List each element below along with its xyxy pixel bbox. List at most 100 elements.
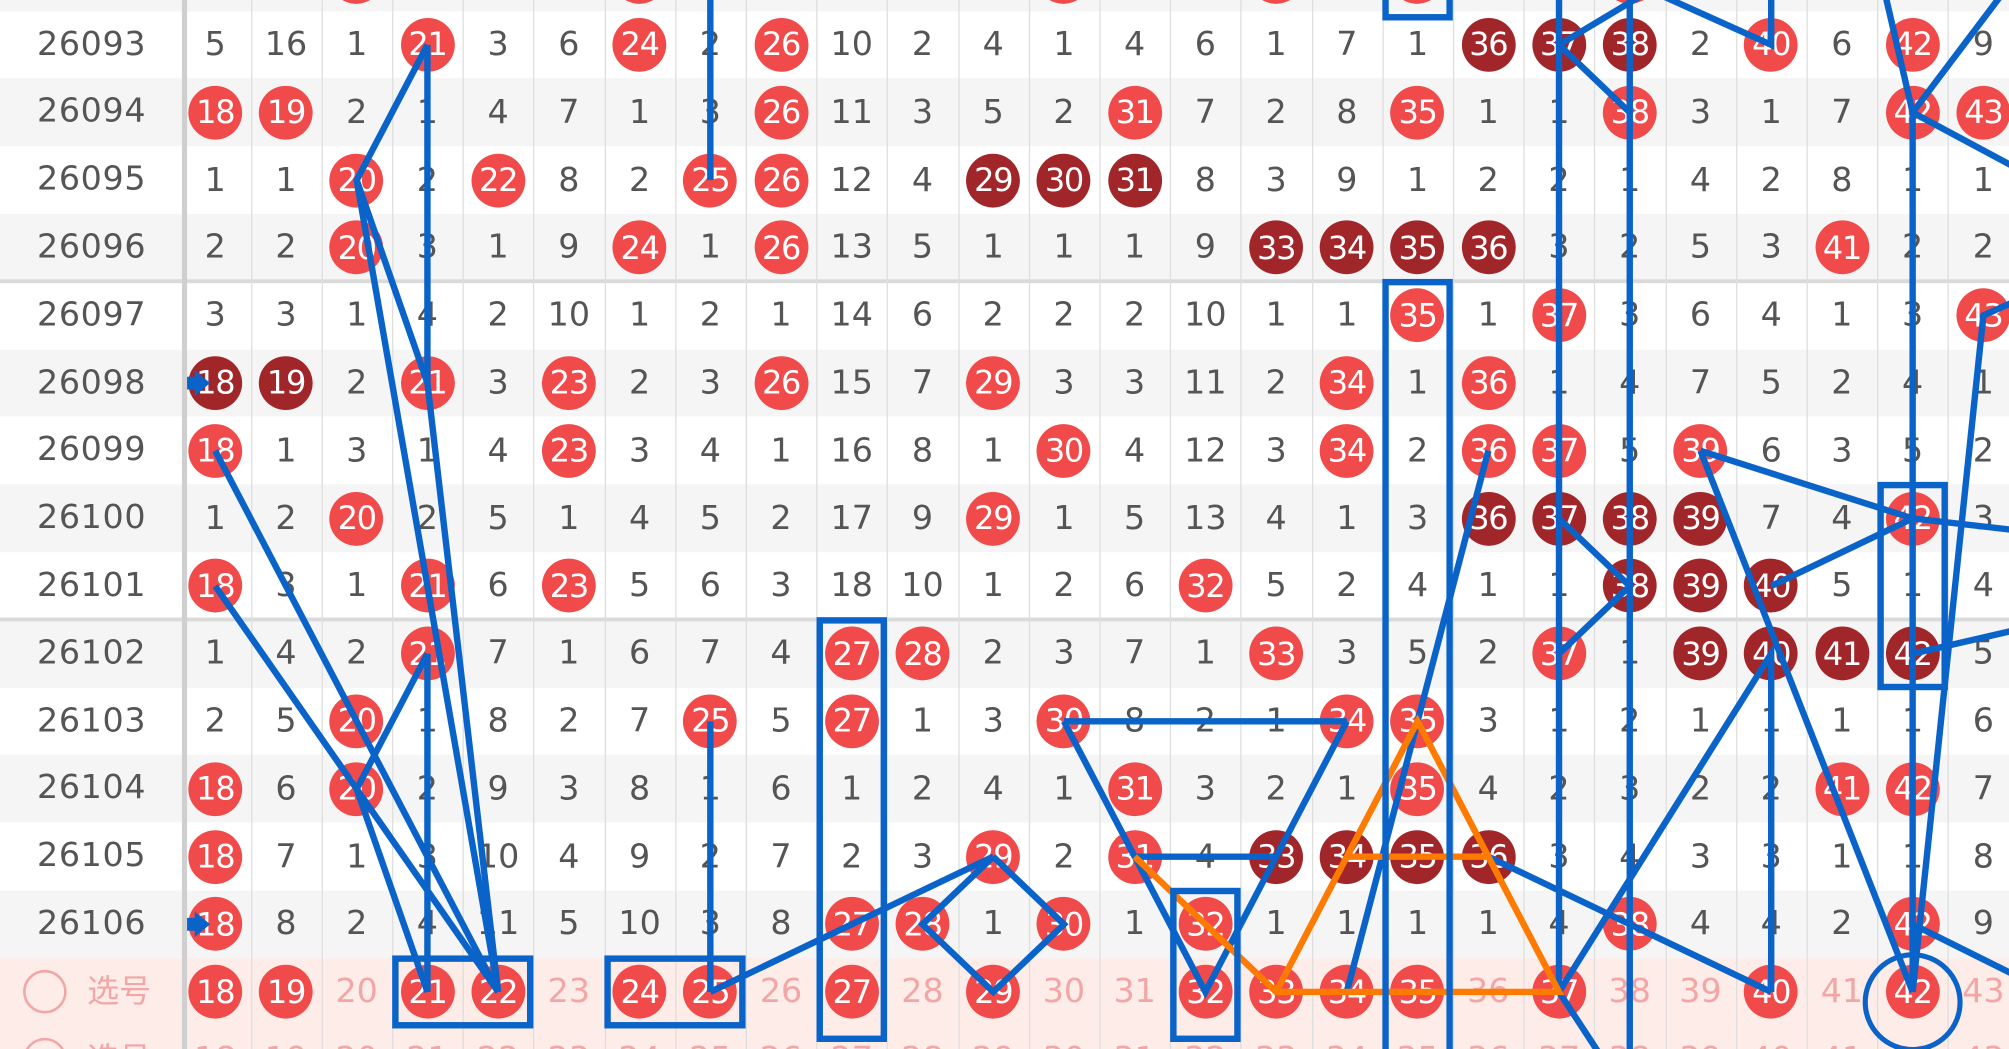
select-number-19[interactable]: 19	[251, 1026, 322, 1049]
select-number-18[interactable]: 18	[180, 958, 251, 1026]
blue-trend-line[interactable]	[212, 449, 501, 994]
cell-value: 39	[1681, 567, 1720, 605]
select-radio[interactable]	[23, 969, 67, 1014]
blue-trend-line[interactable]	[1911, 109, 2009, 207]
select-number-30[interactable]: 30	[1029, 1026, 1100, 1049]
select-number-34[interactable]: 34	[1311, 1026, 1382, 1049]
number-cell: 1	[1029, 485, 1100, 553]
blue-trend-line[interactable]	[1769, 515, 1915, 589]
select-number-37[interactable]: 37	[1524, 1026, 1595, 1049]
cell-value: 12	[830, 160, 873, 200]
blue-trend-line[interactable]	[1556, 516, 1635, 657]
select-number-31[interactable]: 31	[1099, 1026, 1170, 1049]
select-number-43[interactable]: 43	[1948, 1026, 2009, 1049]
blue-trend-line[interactable]	[1697, 449, 1916, 994]
cell-value: 5	[628, 566, 651, 606]
number-cell: 2	[1029, 282, 1100, 350]
cell-value: 1	[204, 160, 226, 200]
select-number-36[interactable]: 36	[1453, 1026, 1524, 1049]
select-number-32[interactable]: 32	[1170, 1026, 1241, 1049]
number-cell: 2	[1665, 11, 1736, 79]
blue-trend-line[interactable]	[1557, 0, 1672, 48]
blue-trend-line[interactable]	[1909, 268, 2009, 993]
blue-trend-line[interactable]	[1556, 42, 1632, 115]
select-number-40[interactable]: 40	[1736, 1026, 1807, 1049]
select-number-43[interactable]: 43	[1948, 958, 2009, 1026]
select-number-42[interactable]: 42	[1877, 1026, 1948, 1049]
number-cell: 30	[1029, 146, 1100, 214]
select-number-24[interactable]: 24	[604, 958, 675, 1026]
select-number-27[interactable]: 27	[816, 1026, 887, 1049]
cell-value: 1	[558, 634, 580, 673]
select-number-24[interactable]: 24	[604, 1026, 675, 1049]
select-number-30[interactable]: 30	[1029, 958, 1100, 1026]
select-number-39[interactable]: 39	[1665, 958, 1736, 1026]
box-24-25[interactable]	[604, 955, 746, 1029]
select-number-27[interactable]: 27	[816, 958, 887, 1026]
select-number-33[interactable]: 33	[1241, 1026, 1312, 1049]
number-cell: 19	[251, 349, 322, 417]
blue-trend-line[interactable]	[424, 382, 502, 993]
blue-trend-line[interactable]	[1651, 0, 1775, 50]
blue-trend-line[interactable]	[1486, 853, 1773, 995]
number-cell: 16	[251, 11, 322, 79]
blue-trend-line[interactable]	[708, 853, 1069, 997]
number-cell: 1	[604, 282, 675, 350]
cell-value: 6	[1124, 566, 1146, 606]
cell-value: 2	[628, 160, 651, 200]
select-number-41[interactable]: 41	[1807, 1026, 1878, 1049]
select-number-26[interactable]: 26	[746, 958, 817, 1026]
period-label: 26106	[37, 904, 147, 943]
blue-trend-line[interactable]	[353, 43, 431, 385]
blue-trend-line[interactable]	[1556, 642, 1775, 994]
select-number-29[interactable]: 29	[958, 1026, 1029, 1049]
box-21-22[interactable]	[392, 955, 534, 1029]
select-number-28[interactable]: 28	[887, 958, 958, 1026]
number-cell: 4	[1665, 890, 1736, 958]
select-number-20[interactable]: 20	[321, 958, 392, 1026]
select-number-35[interactable]: 35	[1382, 1026, 1453, 1049]
blue-trend-line[interactable]	[1911, 613, 2009, 657]
blue-trend-line[interactable]	[353, 179, 502, 993]
number-cell: 3	[534, 755, 605, 823]
select-number-31[interactable]: 31	[1099, 958, 1170, 1026]
select-number-18[interactable]: 18	[180, 1026, 251, 1049]
select-number-20[interactable]: 20	[321, 1026, 392, 1049]
number-cell: 7	[1099, 620, 1170, 688]
select-number-23[interactable]: 23	[534, 958, 605, 1026]
select-number-26[interactable]: 26	[746, 1026, 817, 1049]
box-35[interactable]	[1382, 278, 1453, 1049]
select-number-label: 24	[620, 973, 659, 1011]
hit-ball: 33	[1249, 626, 1304, 681]
blue-trend-line[interactable]	[1061, 719, 1350, 999]
box-27[interactable]	[816, 617, 888, 1042]
cell-value: 1	[1477, 296, 1499, 335]
box-35-top[interactable]	[1382, 0, 1453, 21]
select-number-41[interactable]: 41	[1807, 958, 1878, 1026]
select-number-21[interactable]: 21	[392, 1026, 463, 1049]
select-number-28[interactable]: 28	[887, 1026, 958, 1049]
blue-trend-line[interactable]	[1883, 0, 2004, 120]
orange-triangle-line[interactable]	[1132, 714, 1565, 996]
hit-ball: 20	[329, 762, 384, 816]
box-32[interactable]	[1170, 887, 1241, 1042]
cell-value: 10	[547, 296, 591, 335]
number-cell: 5	[887, 214, 958, 282]
blue-trend-line[interactable]	[1911, 921, 2009, 1012]
select-number-23[interactable]: 23	[534, 1026, 605, 1049]
box-42[interactable]	[1877, 481, 1948, 691]
select-number-25[interactable]: 25	[675, 1026, 746, 1049]
select-number-39[interactable]: 39	[1665, 1026, 1736, 1049]
circle-42[interactable]	[1862, 952, 1963, 1049]
blue-trend-line[interactable]	[1556, 990, 1630, 1049]
hit-ball: 36	[1461, 356, 1516, 410]
cell-value: 22	[479, 161, 518, 199]
number-cell: 4	[604, 485, 675, 553]
cell-value: 29	[974, 364, 1013, 402]
cell-value: 5	[204, 25, 226, 65]
select-number-22[interactable]: 22	[463, 1026, 534, 1049]
select-number-19[interactable]: 19	[251, 958, 322, 1026]
blue-trend-line[interactable]	[353, 652, 431, 993]
